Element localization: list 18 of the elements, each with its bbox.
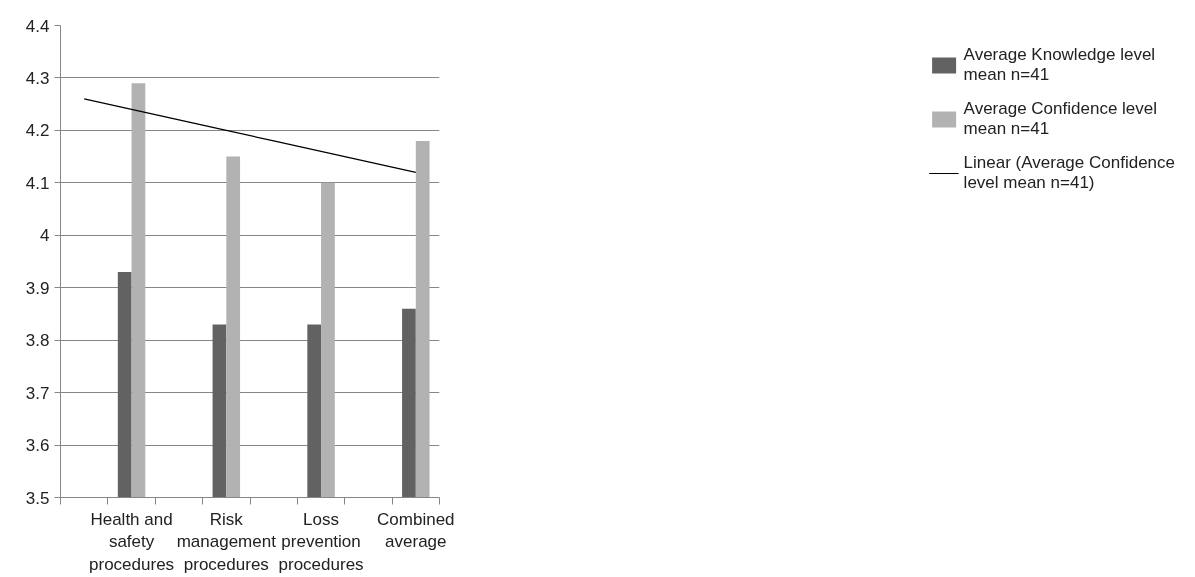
y-tick-label: 3.6 [25,436,50,456]
legend-label: Linear (Average Confidence level mean n=41) [963,153,1175,193]
y-tick-label: 3.5 [25,488,50,508]
legend-label: Average Confidence level mean n=41 [963,99,1158,139]
x-tick-label: Loss prevention procedures [278,509,364,575]
y-tick-label: 4.3 [25,68,50,88]
line-series [83,98,417,173]
x-tick-label: Combined average [377,509,455,552]
x-tick-label: Risk management procedures [176,509,277,575]
y-tick-label: 4 [40,226,50,246]
x-tick-label: Health and safety procedures [89,509,175,575]
y-tick-label: 3.7 [25,383,50,403]
y-tick-label: 3.8 [25,331,50,351]
y-tick-label: 4.2 [25,121,50,141]
y-tick-label: 3.9 [25,278,50,298]
y-tick-label: 4.1 [25,173,50,193]
y-tick-label: 4.4 [25,16,50,36]
legend-label: Average Knowledge level mean n=41 [963,45,1156,85]
